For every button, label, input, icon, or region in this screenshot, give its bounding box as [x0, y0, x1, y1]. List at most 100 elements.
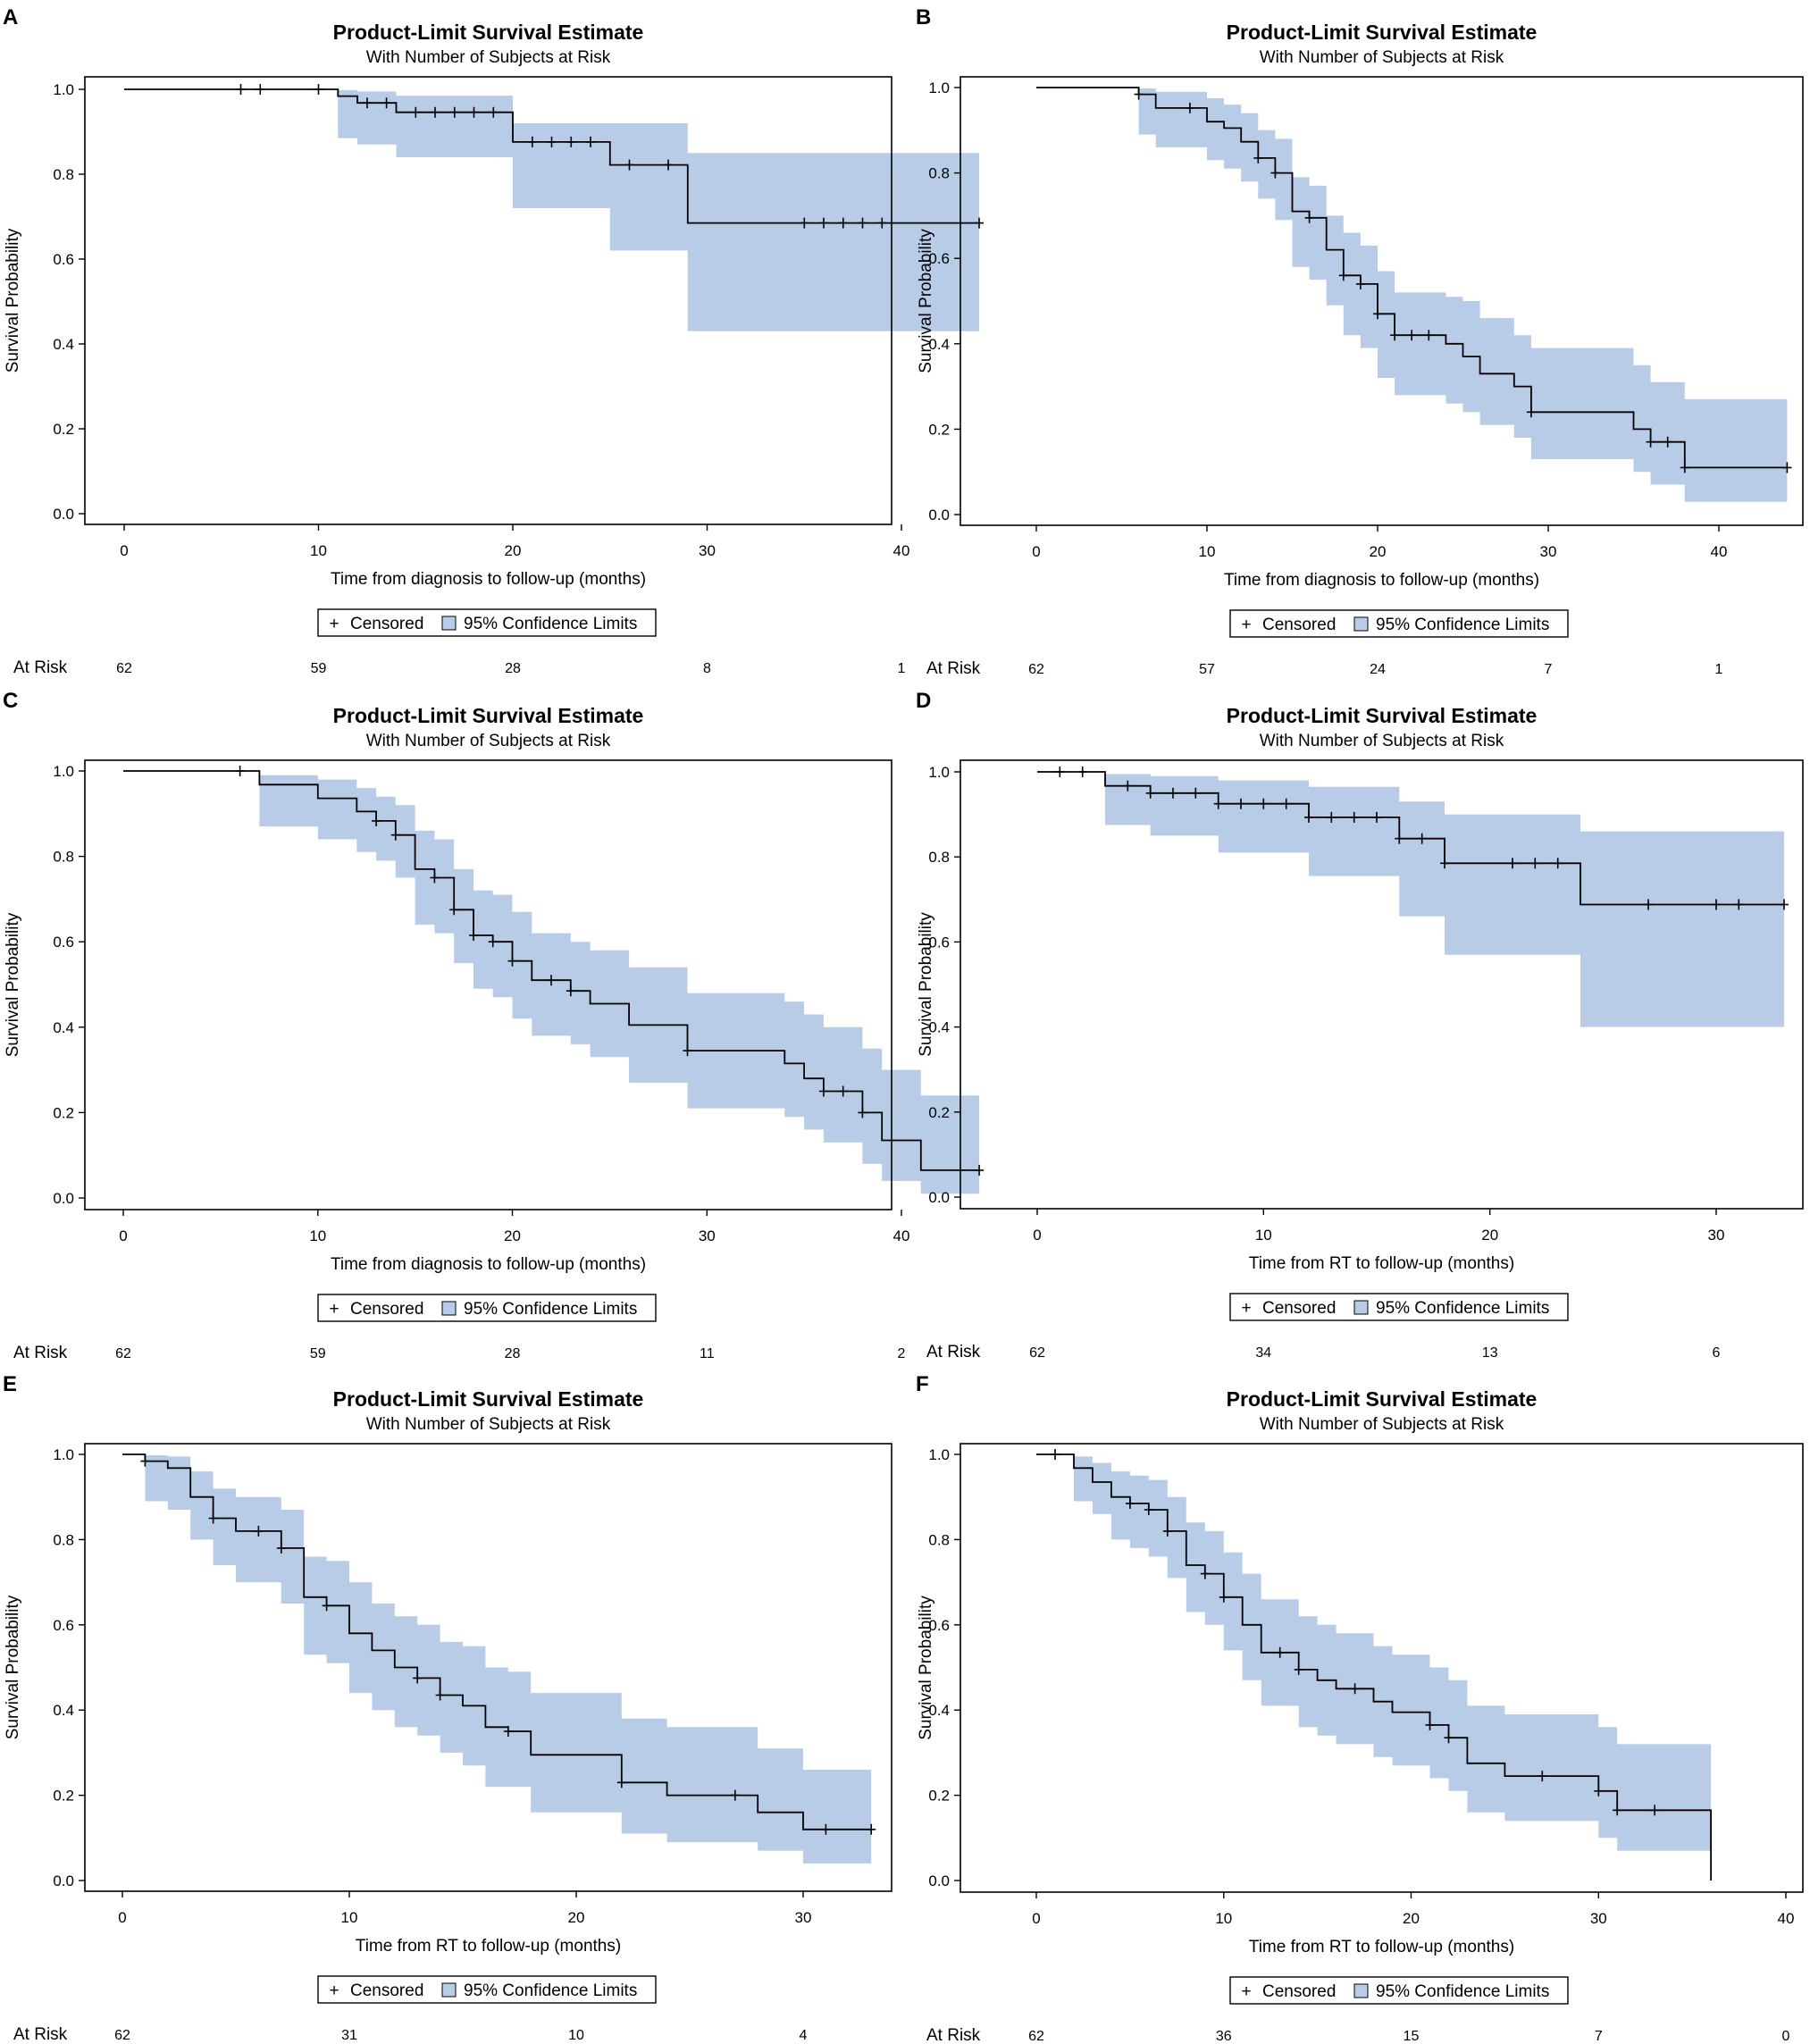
censor-mark: [431, 106, 440, 118]
y-tick-label: 0.0: [928, 507, 950, 524]
legend-ci-swatch: [1353, 1300, 1369, 1315]
censor-mark: [1644, 899, 1653, 910]
censor-mark: [1077, 766, 1087, 777]
censor-mark: [1236, 798, 1245, 809]
y-tick-label: 0.8: [53, 1531, 74, 1548]
censor-mark: [1734, 899, 1744, 910]
censor-mark: [624, 159, 634, 171]
y-tick-label: 0.2: [928, 1788, 950, 1805]
censor-mark: [877, 217, 887, 229]
y-tick-label: 1.0: [53, 81, 74, 98]
y-tick-label: 0.0: [928, 1189, 950, 1206]
chart-subtitle: With Number of Subjects at Risk: [366, 48, 611, 67]
x-tick-label: 0: [1032, 543, 1040, 560]
censor-mark: [390, 829, 400, 841]
x-tick-label: 30: [699, 542, 716, 559]
at-risk-count: 62: [1028, 662, 1044, 677]
censor-mark: [362, 97, 372, 109]
at-risk-count: 24: [1370, 662, 1386, 677]
censor-mark: [489, 106, 499, 118]
legend-censored-label: Censored: [1262, 1299, 1336, 1318]
y-tick-label: 1.0: [928, 1446, 950, 1463]
x-axis-label: Time from diagnosis to follow-up (months…: [1224, 571, 1539, 590]
censor-mark: [469, 106, 479, 118]
km-panel-b: B Product-Limit Survival Estimate With Num…: [916, 5, 1804, 678]
at-risk-count: 59: [311, 661, 327, 676]
km-panel-f: F Product-Limit Survival Estimate With Num…: [916, 1372, 1804, 2044]
censor-mark: [1530, 858, 1540, 869]
y-tick-label: 0.4: [53, 336, 74, 353]
at-risk-count: 59: [310, 1346, 326, 1361]
x-tick-label: 0: [118, 1909, 126, 1926]
at-risk-label: At Risk: [926, 1343, 981, 1361]
censor-mark: [235, 766, 245, 776]
y-tick-label: 0.8: [53, 849, 74, 866]
censor-mark: [140, 1455, 150, 1467]
censor-mark: [1350, 1683, 1360, 1695]
legend-ci-label: 95% Confidence Limits: [464, 1300, 637, 1319]
confidence-band: [1036, 88, 1788, 502]
at-risk-count: 13: [1482, 1345, 1498, 1361]
x-tick-label: 30: [1708, 1227, 1725, 1244]
x-tick-label: 0: [1032, 1910, 1040, 1927]
km-panel-e: E Product-Limit Survival Estimate With Num…: [3, 1372, 892, 2044]
legend-box: [1229, 1293, 1569, 1321]
y-tick-label: 0.0: [928, 1872, 950, 1889]
km-panel-a: A Product-Limit Survival Estimate With Num…: [3, 5, 984, 677]
censor-mark: [1327, 811, 1337, 823]
x-tick-label: 0: [120, 542, 128, 559]
y-tick-label: 0.4: [53, 1702, 74, 1719]
censor-mark: [838, 1085, 848, 1097]
confidence-band: [1036, 1454, 1712, 1851]
y-tick-label: 0.0: [53, 1190, 74, 1207]
censor-mark: [1281, 798, 1291, 809]
y-tick-label: 0.2: [53, 1788, 74, 1805]
censor-mark: [1594, 1785, 1604, 1797]
y-axis-label: Survival Probability: [4, 912, 22, 1057]
legend-censored-label: Censored: [1262, 1982, 1336, 2001]
legend-censored-symbol: +: [329, 615, 339, 633]
y-tick-label: 0.2: [53, 421, 74, 438]
censor-mark: [683, 1045, 692, 1057]
censor-mark: [322, 1600, 331, 1612]
censor-mark: [449, 904, 459, 916]
censor-mark: [507, 955, 517, 967]
censor-mark: [1304, 212, 1314, 223]
chart-title: Product-Limit Survival Estimate: [1227, 1387, 1538, 1411]
legend-ci-label: 95% Confidence Limits: [1376, 1982, 1549, 2001]
x-tick-label: 30: [699, 1227, 716, 1244]
x-axis-label: Time from RT to follow-up (months): [356, 1937, 621, 1956]
panel-letter: B: [916, 5, 931, 29]
y-axis-label: Survival Probability: [917, 1596, 935, 1740]
x-tick-label: 20: [1481, 1227, 1498, 1244]
at-risk-label: At Risk: [13, 1344, 68, 1362]
censor-mark: [547, 136, 557, 147]
censor-mark: [372, 815, 381, 826]
censor-mark: [236, 84, 246, 95]
panel-letter: A: [3, 5, 18, 29]
censor-mark: [664, 159, 673, 171]
km-panel-d: D Product-Limit Survival Estimate With Num…: [916, 689, 1804, 1361]
y-tick-label: 0.0: [53, 506, 74, 523]
legend-ci-swatch: [441, 1982, 457, 1998]
censor-mark: [208, 1512, 218, 1524]
x-axis-label: Time from diagnosis to follow-up (months…: [331, 1255, 646, 1274]
at-risk-count: 36: [1216, 2029, 1232, 2044]
censor-mark: [867, 1823, 876, 1835]
at-risk-count: 62: [116, 661, 132, 676]
y-tick-label: 1.0: [928, 80, 950, 96]
x-axis-label: Time from RT to follow-up (months): [1249, 1254, 1514, 1273]
y-tick-label: 0.6: [53, 1617, 74, 1634]
y-axis-label: Survival Probability: [917, 912, 935, 1057]
x-tick-label: 10: [1215, 1910, 1232, 1927]
censor-mark: [1424, 330, 1434, 341]
censor-mark: [276, 1542, 286, 1554]
legend-censored-symbol: +: [1241, 616, 1251, 634]
legend-ci-label: 95% Confidence Limits: [1376, 616, 1549, 634]
at-risk-count: 7: [1595, 2029, 1603, 2044]
censor-mark: [1680, 462, 1689, 473]
legend-censored-label: Censored: [350, 615, 423, 633]
censor-mark: [1275, 1646, 1285, 1658]
at-risk-label: At Risk: [13, 2025, 68, 2044]
y-tick-label: 0.6: [53, 934, 74, 951]
